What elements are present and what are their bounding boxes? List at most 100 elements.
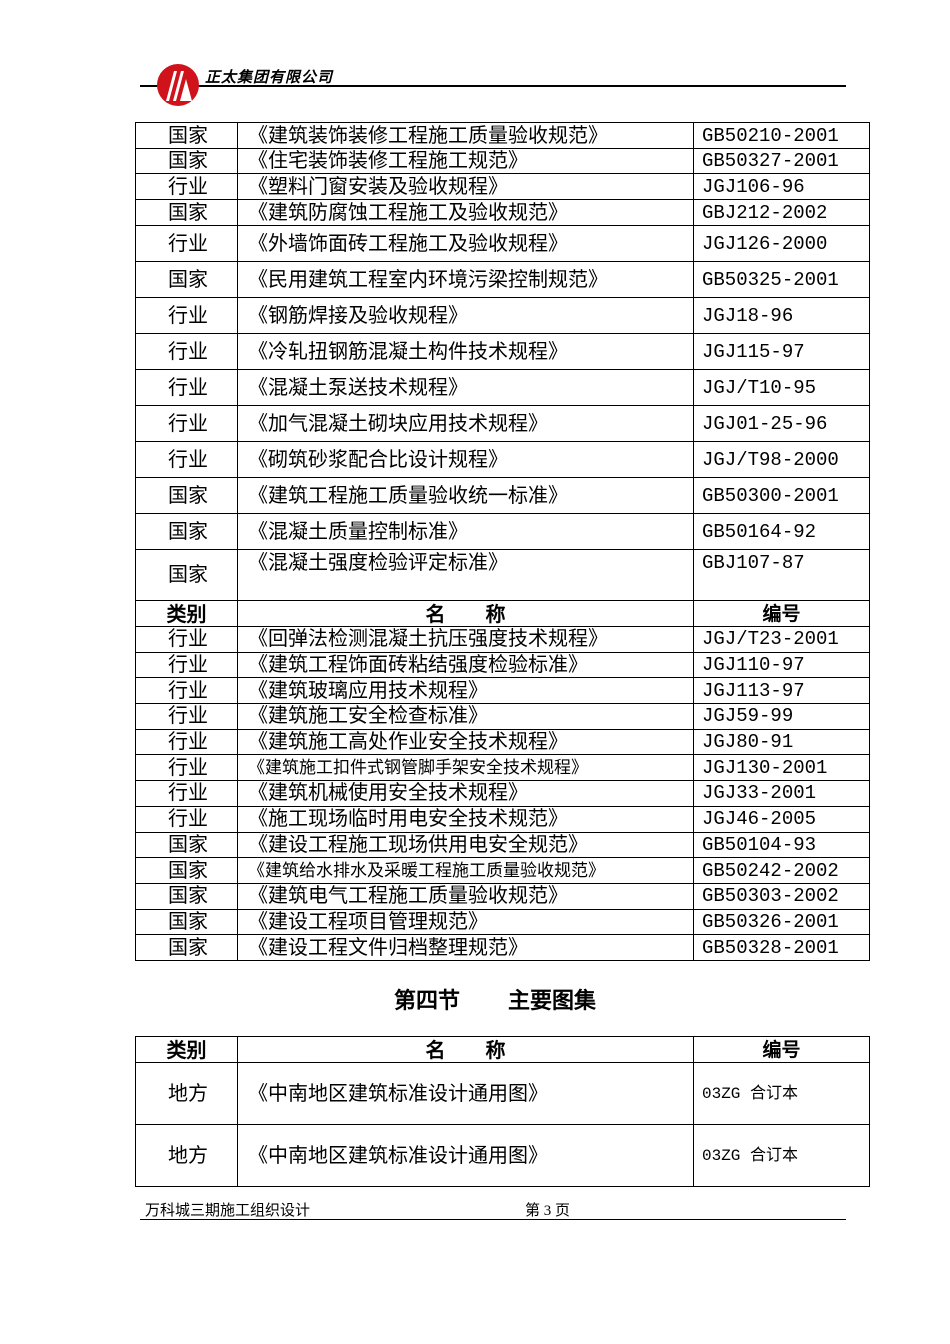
category-cell: 行业 [135, 677, 238, 705]
code-cell: GB50242-2002 [693, 857, 870, 884]
code-cell: 03ZG 合订本 [693, 1062, 870, 1125]
code-cell: JGJ18-96 [693, 297, 870, 334]
atlas-table: 类别名 称编号 地方 《中南地区建筑标准设计通用图》 03ZG 合订本 地方 《中南地区建… [135, 1036, 870, 1187]
category-cell: 地方 [135, 1124, 238, 1187]
name-cell: 《施工现场临时用电安全技术规范》 [237, 805, 694, 833]
name-cell: 名 称 [237, 600, 694, 627]
code-cell: JGJ01-25-96 [693, 405, 870, 442]
code-cell: JGJ/T10-95 [693, 369, 870, 406]
table-row: 行业 《建筑施工扣件式钢管脚手架安全技术规程》 JGJ130-2001 [135, 754, 870, 782]
footer-page-number: 第 3 页 [525, 1203, 571, 1219]
table-row: 国家 《建筑电气工程施工质量验收规范》 GB50303-2002 [135, 882, 870, 910]
footer-rule [140, 1219, 846, 1220]
table-row: 行业 《施工现场临时用电安全技术规范》 JGJ46-2005 [135, 805, 870, 833]
name-cell: 《中南地区建筑标准设计通用图》 [237, 1062, 694, 1125]
category-cell: 国家 [135, 934, 238, 961]
name-cell: 《塑料门窗安装及验收规程》 [237, 173, 694, 200]
code-cell: GBJ212-2002 [693, 199, 870, 226]
category-cell: 类别 [135, 1036, 238, 1063]
category-cell: 国家 [135, 831, 238, 859]
code-cell: JGJ106-96 [693, 173, 870, 200]
footer-doc-title: 万科城三期施工组织设计 [145, 1203, 311, 1219]
name-cell: 《建筑防腐蚀工程施工及验收规范》 [237, 199, 694, 226]
code-cell: GB50300-2001 [693, 477, 870, 514]
table-row: 地方 《中南地区建筑标准设计通用图》 03ZG 合订本 [135, 1124, 870, 1187]
category-cell: 行业 [135, 728, 238, 756]
table-row: 行业 《建筑工程饰面砖粘结强度检验标准》 JGJ110-97 [135, 651, 870, 679]
name-cell: 《砌筑砂浆配合比设计规程》 [237, 441, 694, 478]
code-cell: GB50164-92 [693, 513, 870, 550]
table-row: 国家 《建设工程文件归档整理规范》 GB50328-2001 [135, 934, 870, 961]
name-cell: 《建筑机械使用安全技术规程》 [237, 780, 694, 807]
category-cell: 行业 [135, 441, 238, 478]
name-cell: 《中南地区建筑标准设计通用图》 [237, 1124, 694, 1187]
table-row: 国家 《建筑给水排水及采暖工程施工质量验收规范》 GB50242-2002 [135, 857, 870, 884]
code-cell: JGJ80-91 [693, 728, 870, 756]
table-header-row: 类别名 称编号 [135, 600, 870, 627]
table-row: 行业 《加气混凝土砌块应用技术规程》 JGJ01-25-96 [135, 405, 870, 442]
code-cell: JGJ130-2001 [693, 754, 870, 782]
category-cell: 国家 [135, 908, 238, 936]
name-cell: 《加气混凝土砌块应用技术规程》 [237, 405, 694, 442]
name-cell: 《建筑工程施工质量验收统一标准》 [237, 477, 694, 514]
name-cell: 《外墙饰面砖工程施工及验收规程》 [237, 225, 694, 262]
table-row: 地方 《中南地区建筑标准设计通用图》 03ZG 合订本 [135, 1062, 870, 1125]
category-cell: 国家 [135, 513, 238, 550]
name-cell: 《建设工程项目管理规范》 [237, 908, 694, 936]
name-cell: 《建筑玻璃应用技术规程》 [237, 677, 694, 705]
table-row: 行业 《外墙饰面砖工程施工及验收规程》 JGJ126-2000 [135, 225, 870, 262]
header-rule [140, 85, 846, 87]
code-cell: JGJ/T23-2001 [693, 626, 870, 653]
name-cell: 《冷轧扭钢筋混凝土构件技术规程》 [237, 333, 694, 370]
category-cell: 国家 [135, 857, 238, 884]
name-cell: 《建筑电气工程施工质量验收规范》 [237, 882, 694, 910]
code-cell: GB50104-93 [693, 831, 870, 859]
table-row: 国家 《建筑装饰装修工程施工质量验收规范》 GB50210-2001 [135, 122, 870, 149]
table-row: 国家 《民用建筑工程室内环境污梁控制规范》 GB50325-2001 [135, 261, 870, 298]
category-cell: 行业 [135, 651, 238, 679]
category-cell: 国家 [135, 477, 238, 514]
table-row: 行业 《钢筋焊接及验收规程》 JGJ18-96 [135, 297, 870, 334]
category-cell: 类别 [135, 600, 238, 627]
category-cell: 行业 [135, 703, 238, 730]
code-cell: GB50303-2002 [693, 882, 870, 910]
table-row: 国家 《混凝土质量控制标准》 GB50164-92 [135, 513, 870, 550]
code-cell: JGJ110-97 [693, 651, 870, 679]
table-row: 行业 《冷轧扭钢筋混凝土构件技术规程》 JGJ115-97 [135, 333, 870, 370]
table-header-row: 类别名 称编号 [135, 1036, 870, 1063]
code-cell: GB50326-2001 [693, 908, 870, 936]
category-cell: 行业 [135, 369, 238, 406]
code-cell: JGJ59-99 [693, 703, 870, 730]
name-cell: 《建筑施工高处作业安全技术规程》 [237, 728, 694, 756]
table-row: 行业 《建筑玻璃应用技术规程》 JGJ113-97 [135, 677, 870, 705]
table-row: 国家 《建设工程施工现场供用电安全规范》 GB50104-93 [135, 831, 870, 859]
category-cell: 地方 [135, 1062, 238, 1125]
name-cell: 《混凝土泵送技术规程》 [237, 369, 694, 406]
table-row: 国家 《住宅装饰装修工程施工规范》 GB50327-2001 [135, 148, 870, 174]
name-cell: 《回弹法检测混凝土抗压强度技术规程》 [237, 626, 694, 653]
name-cell: 《民用建筑工程室内环境污梁控制规范》 [237, 261, 694, 298]
table-row: 国家 《建筑防腐蚀工程施工及验收规范》 GBJ212-2002 [135, 199, 870, 226]
table-row: 行业 《建筑机械使用安全技术规程》 JGJ33-2001 [135, 780, 870, 807]
category-cell: 行业 [135, 333, 238, 370]
table-row: 国家 《建筑工程施工质量验收统一标准》 GB50300-2001 [135, 477, 870, 514]
code-cell: 编号 [693, 600, 870, 627]
category-cell: 行业 [135, 297, 238, 334]
table-row: 行业 《建筑施工高处作业安全技术规程》 JGJ80-91 [135, 728, 870, 756]
name-cell: 《建设工程文件归档整理规范》 [237, 934, 694, 961]
code-cell: JGJ126-2000 [693, 225, 870, 262]
company-logo [157, 64, 199, 106]
company-name: 正太集团有限公司 [205, 70, 334, 86]
name-cell: 《混凝土质量控制标准》 [237, 513, 694, 550]
code-cell: JGJ115-97 [693, 333, 870, 370]
category-cell: 国家 [135, 261, 238, 298]
category-cell: 国家 [135, 549, 238, 601]
code-cell: 编号 [693, 1036, 870, 1063]
table-row: 国家 《建设工程项目管理规范》 GB50326-2001 [135, 908, 870, 936]
category-cell: 行业 [135, 780, 238, 807]
name-cell: 《建设工程施工现场供用电安全规范》 [237, 831, 694, 859]
table-row: 行业 《塑料门窗安装及验收规程》 JGJ106-96 [135, 173, 870, 200]
category-cell: 行业 [135, 225, 238, 262]
standards-table: 国家 《建筑装饰装修工程施工质量验收规范》 GB50210-2001 国家 《住宅装饰装… [135, 122, 870, 961]
section-heading: 主要图集 [508, 989, 597, 1014]
